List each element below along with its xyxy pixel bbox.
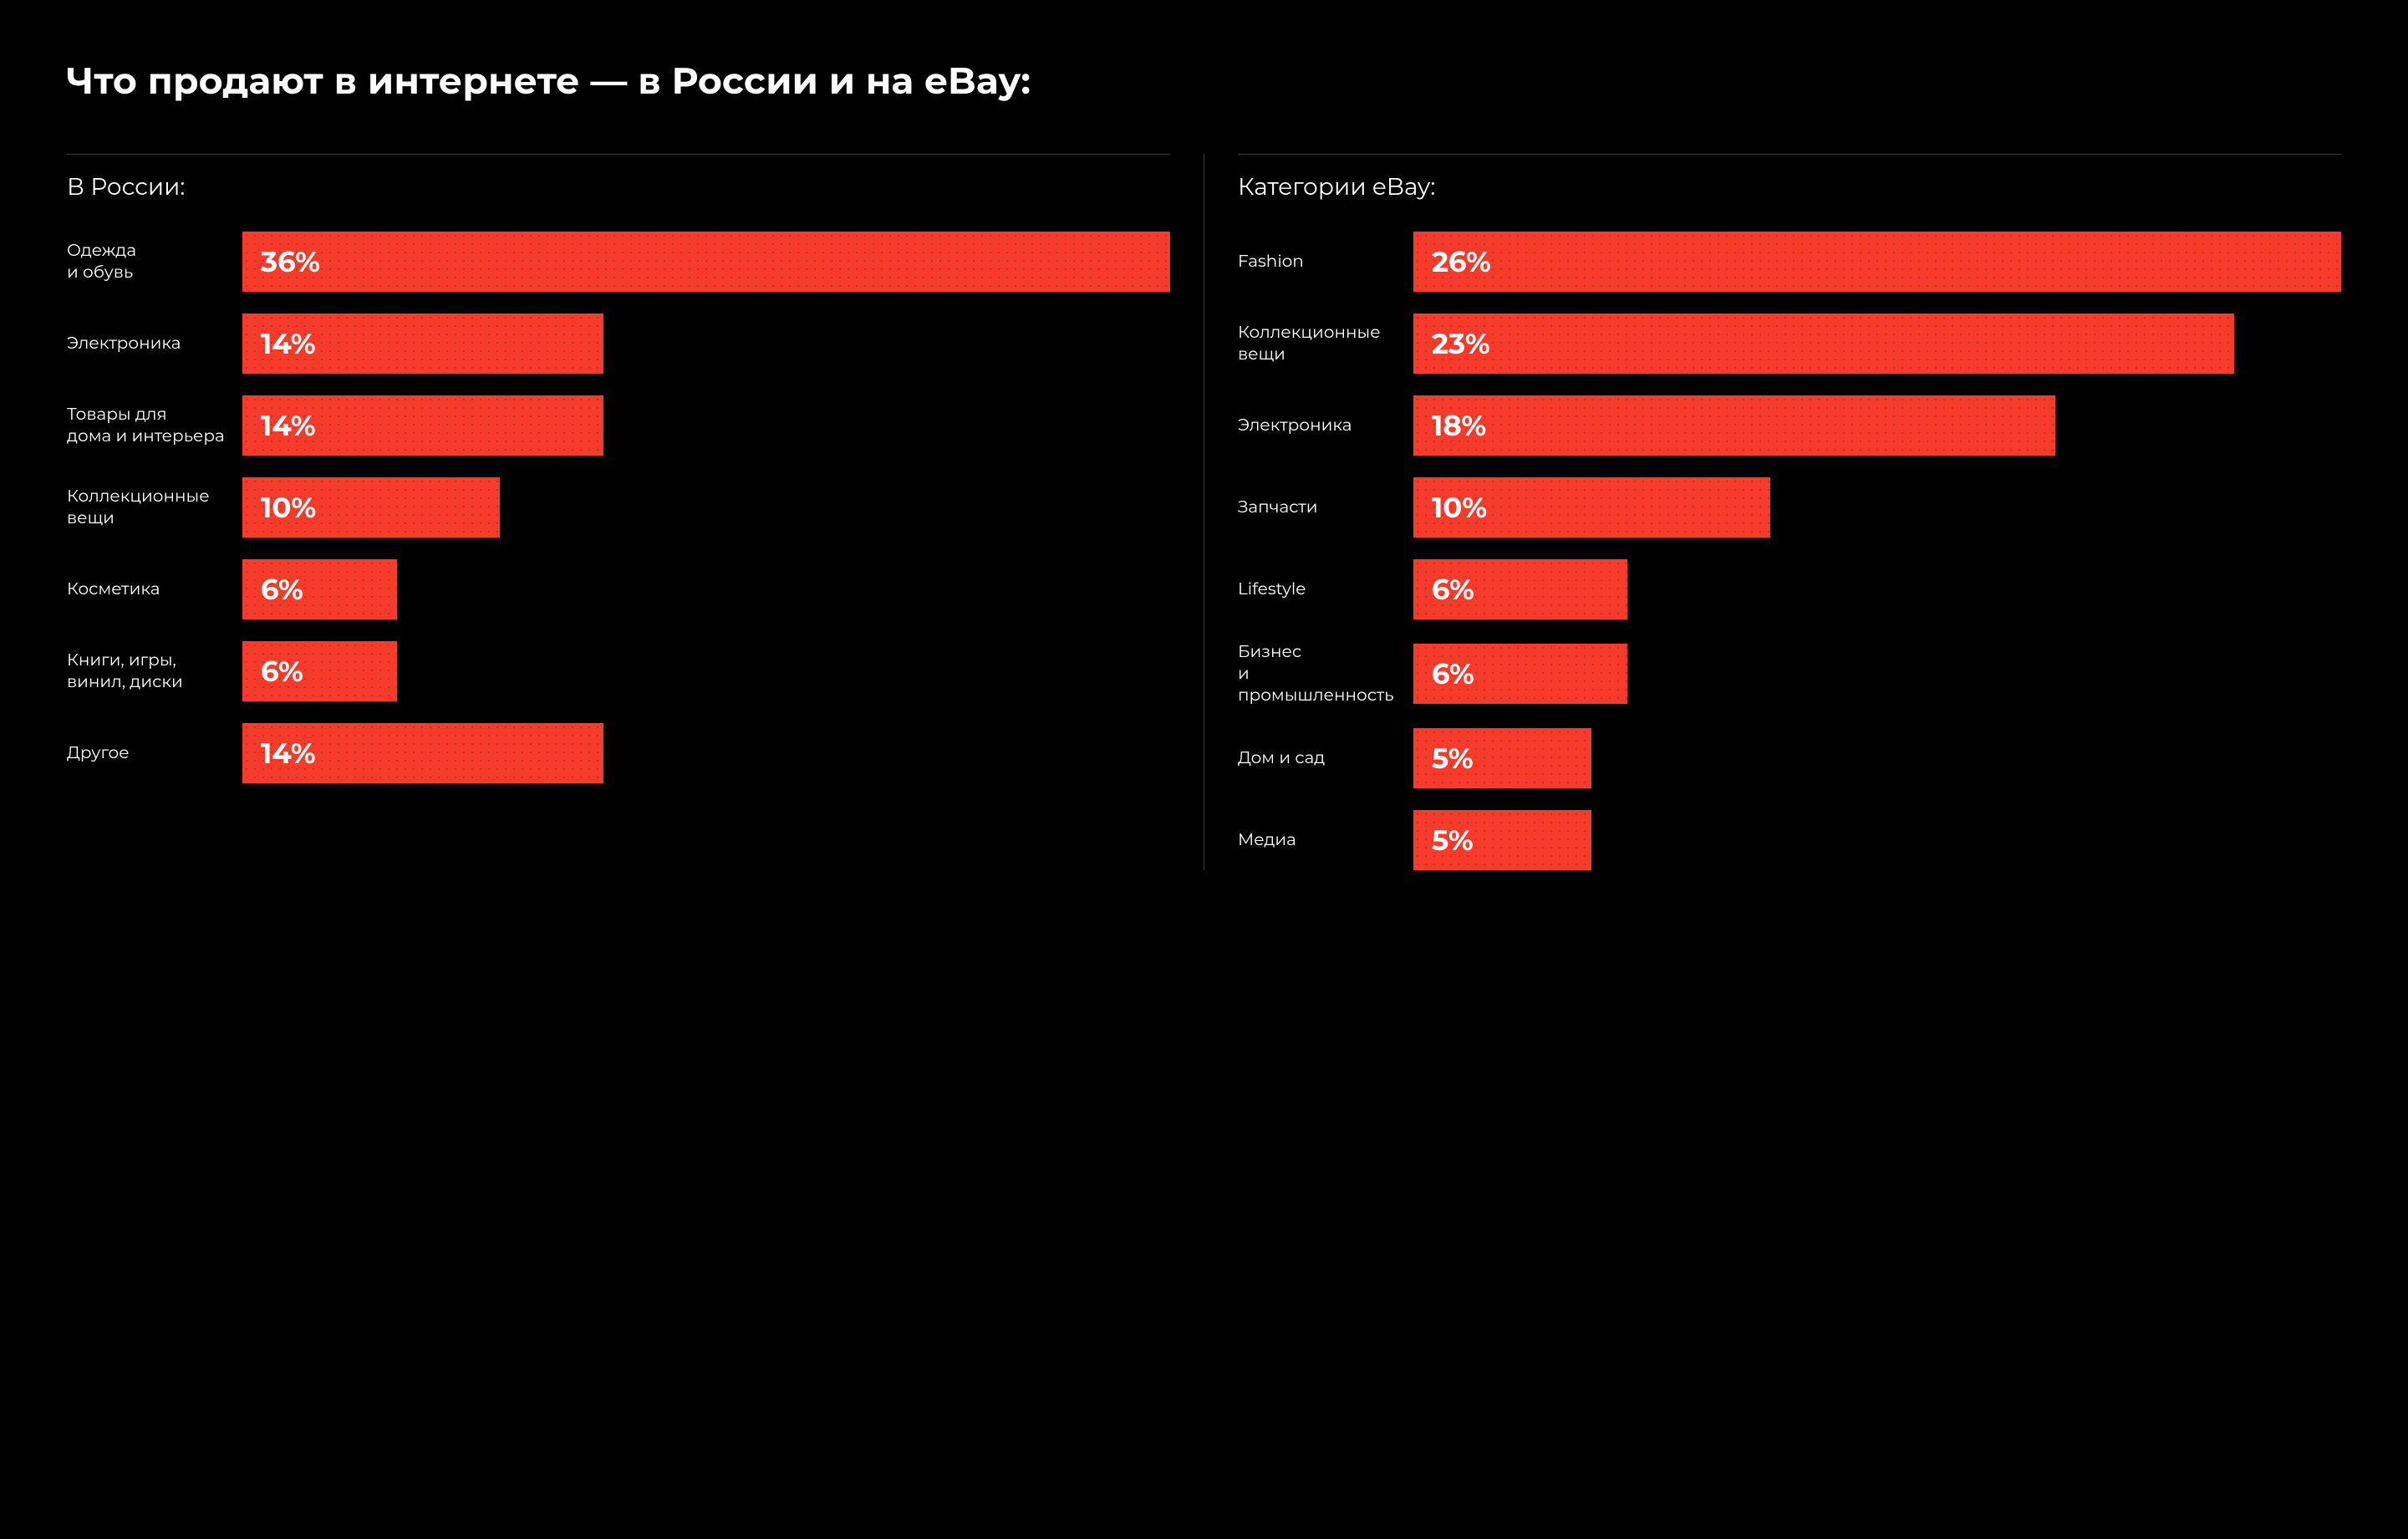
bar-row: Медиа 5% [1238,810,2341,870]
charts-container: В России: Одеждаи обувь 36% Электроника 14%… [67,137,2341,870]
bar-value: 5% [1432,823,1474,858]
bar-label: Товары длядома и интерьера [67,404,242,447]
bar-value: 18% [1432,408,1486,443]
bar-value: 6% [1432,656,1474,691]
bar-row: Книги, игры,винил, диски 6% [67,641,1170,701]
bar: 6% [1413,559,1627,619]
bar: 36% [242,232,1170,292]
bar-track: 5% [1413,728,2341,788]
bar: 10% [242,477,500,538]
bar-track: 6% [1413,559,2341,619]
bar-row: Бизнеси промышленность 6% [1238,641,2341,706]
bar: 6% [1413,644,1627,704]
bar-label: Книги, игры,винил, диски [67,650,242,693]
bar-value: 10% [1432,490,1487,525]
subtitle-wrap-left: В России: [67,154,1170,201]
bar-track: 6% [242,641,1170,701]
bar-row: Косметика 6% [67,559,1170,619]
bar-value: 14% [261,736,316,771]
bar-track: 18% [1413,395,2341,456]
bar-label: Запчасти [1238,497,1413,518]
bar-row: Lifestyle 6% [1238,559,2341,619]
bar-track: 14% [242,395,1170,456]
bar-rows-russia: Одеждаи обувь36%Электроника14%Товары для… [67,232,1170,783]
bar-value: 23% [1432,326,1490,361]
bar-track: 6% [242,559,1170,619]
bar-label: Коллекционныевещи [67,486,242,529]
bar-label: Электроника [1238,415,1413,436]
bar-value: 6% [1432,572,1474,607]
bar: 23% [1413,313,2234,374]
subtitle-wrap-right: Категории eBay: [1238,154,2341,201]
bar-row: Электроника 14% [67,313,1170,374]
bar: 5% [1413,728,1591,788]
bar: 14% [242,313,603,374]
page: Что продают в интернете — в России и на … [0,0,2408,920]
bar-value: 14% [261,326,316,361]
bar: 6% [242,559,397,619]
bar-row: Одеждаи обувь 36% [67,232,1170,292]
bar-value: 36% [261,244,320,279]
bar-label: Дом и сад [1238,747,1413,769]
bar-label: Косметика [67,578,242,600]
bar-label: Lifestyle [1238,578,1413,600]
bar-row: Запчасти 10% [1238,477,2341,538]
bar-label: Другое [67,742,242,764]
bar-row: Коллекционныевещи 10% [67,477,1170,538]
bar-value: 26% [1432,244,1491,279]
bar-row: Fashion 26% [1238,232,2341,292]
bar: 26% [1413,232,2341,292]
page-title: Что продают в интернете — в России и на … [67,59,2341,104]
bar: 14% [242,723,603,783]
bar-track: 26% [1413,232,2341,292]
bar-value: 5% [1432,741,1474,776]
bar-label: Электроника [67,333,242,354]
bar-value: 10% [261,490,316,525]
bar: 10% [1413,477,1770,538]
bar-label: Fashion [1238,251,1413,273]
bar-track: 14% [242,313,1170,374]
chart-russia: В России: Одеждаи обувь 36% Электроника 14%… [67,137,1204,870]
chart-ebay: Категории eBay: Fashion 26% Коллекционныев… [1204,137,2341,870]
bar-track: 10% [1413,477,2341,538]
bar: 18% [1413,395,2055,456]
bar-label: Бизнеси промышленность [1238,641,1413,706]
bar-track: 10% [242,477,1170,538]
bar-track: 36% [242,232,1170,292]
bar: 6% [242,641,397,701]
bar-track: 5% [1413,810,2341,870]
bar-label: Коллекционныевещи [1238,322,1413,365]
chart-subtitle-russia: В России: [67,173,1170,201]
chart-subtitle-ebay: Категории eBay: [1238,173,2341,201]
bar-value: 14% [261,408,316,443]
bar-rows-ebay: Fashion 26% Коллекционныевещи 23% Электроник… [1238,232,2341,870]
bar-track: 6% [1413,644,2341,704]
bar-value: 6% [261,654,303,689]
bar-label: Медиа [1238,829,1413,851]
bar-row: Электроника 18% [1238,395,2341,456]
bar-label: Одеждаи обувь [67,240,242,283]
bar-row: Другое 14% [67,723,1170,783]
bar-value: 6% [261,572,303,607]
bar-row: Дом и сад 5% [1238,728,2341,788]
bar: 5% [1413,810,1591,870]
bar-row: Коллекционныевещи 23% [1238,313,2341,374]
bar: 14% [242,395,603,456]
bar-row: Товары длядома и интерьера 14% [67,395,1170,456]
bar-track: 14% [242,723,1170,783]
bar-track: 23% [1413,313,2341,374]
